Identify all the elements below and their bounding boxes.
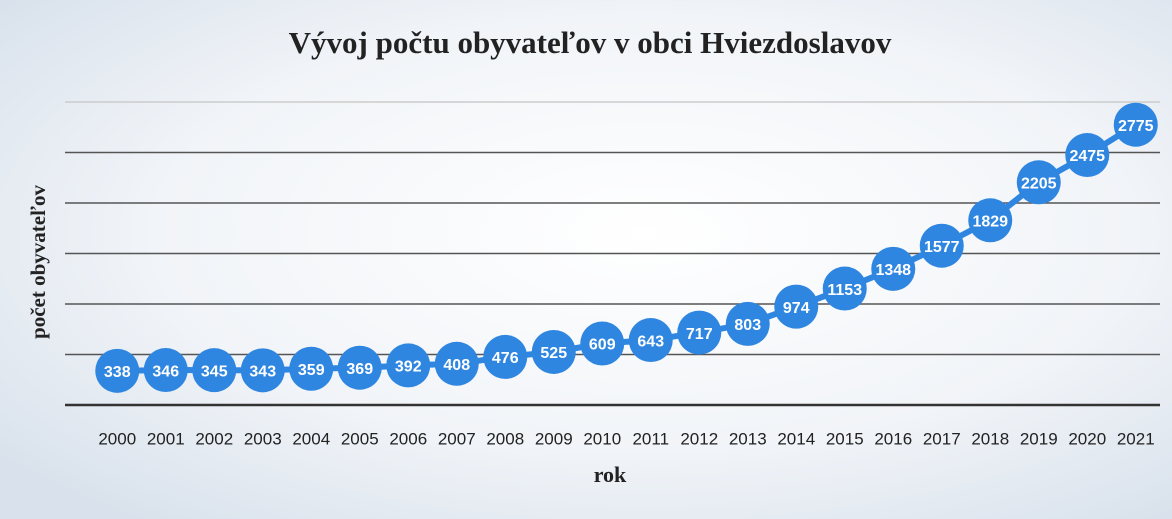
x-tick-label: 2010 (583, 429, 621, 448)
x-tick-label: 2006 (389, 429, 427, 448)
marker (240, 348, 285, 393)
x-tick-label: 2003 (244, 429, 282, 448)
marker (289, 346, 334, 391)
x-tick-label: 2021 (1117, 429, 1155, 448)
x-tick-label: 2009 (535, 429, 573, 448)
x-axis-label: rok (594, 462, 627, 487)
x-tick-label: 2016 (874, 429, 912, 448)
data-label: 392 (395, 359, 422, 376)
marker (434, 341, 479, 386)
data-label: 408 (443, 357, 470, 374)
data-label: 1153 (827, 282, 862, 299)
marker (968, 198, 1013, 243)
marker (531, 329, 576, 374)
marker (143, 348, 188, 393)
marker (628, 318, 673, 363)
marker (774, 284, 819, 329)
x-tick-label: 2004 (292, 429, 330, 448)
data-label: 359 (298, 362, 325, 379)
x-tick-label: 2017 (923, 429, 961, 448)
data-label: 369 (346, 361, 373, 378)
data-label: 2775 (1118, 118, 1154, 135)
data-label: 2475 (1069, 148, 1105, 165)
marker (919, 223, 964, 268)
marker (1016, 160, 1061, 205)
x-tick-label: 2005 (341, 429, 379, 448)
data-label: 476 (492, 350, 519, 367)
data-label: 1829 (972, 213, 1008, 230)
data-label: 338 (104, 364, 131, 381)
data-label: 717 (686, 326, 713, 343)
x-tick-label: 2007 (438, 429, 476, 448)
data-label: 346 (152, 363, 179, 380)
x-tick-label: 2019 (1020, 429, 1058, 448)
marker (1113, 102, 1158, 147)
series-line (117, 122, 1138, 374)
data-label: 343 (249, 364, 276, 381)
x-tick-label: 2002 (195, 429, 233, 448)
x-tick-label: 2000 (98, 429, 136, 448)
marker (95, 348, 140, 393)
marker (822, 266, 867, 311)
x-tick-label: 2008 (486, 429, 524, 448)
data-label: 803 (734, 317, 761, 334)
data-label: 345 (201, 363, 228, 380)
marker (1065, 133, 1110, 178)
x-tick-label: 2020 (1068, 429, 1106, 448)
chart-title: Vývoj počtu obyvateľov v obci Hviezdosla… (289, 25, 892, 60)
x-tick-label: 2015 (826, 429, 864, 448)
marker (192, 348, 237, 393)
x-tick-label: 2013 (729, 429, 767, 448)
data-label: 2205 (1021, 176, 1057, 193)
x-tick-label: 2018 (971, 429, 1009, 448)
x-tick-label: 2001 (147, 429, 185, 448)
y-axis-label: počet obyvateľov (26, 185, 50, 339)
marker (677, 310, 722, 355)
marker (580, 321, 625, 366)
x-tick-label: 2014 (777, 429, 815, 448)
data-label: 609 (589, 337, 616, 354)
marker (337, 345, 382, 390)
data-label: 1348 (875, 262, 911, 279)
data-label: 1577 (924, 239, 960, 256)
data-label: 974 (783, 300, 810, 317)
marker (871, 246, 916, 291)
data-label: 525 (540, 345, 567, 362)
data-label: 643 (637, 333, 664, 350)
marker (725, 301, 770, 346)
marker (386, 343, 431, 388)
marker (483, 334, 528, 379)
x-tick-label: 2011 (632, 429, 669, 448)
x-tick-label: 2012 (680, 429, 718, 448)
